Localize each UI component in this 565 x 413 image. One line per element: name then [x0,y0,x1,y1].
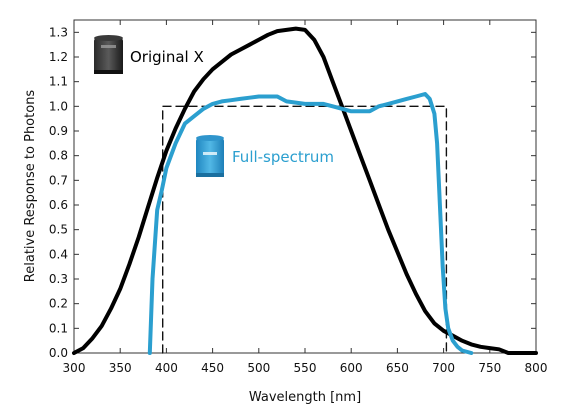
y-tick-label: 0.9 [49,124,68,138]
y-tick-label: 0.6 [49,198,68,212]
x-tick-label: 450 [201,361,224,375]
series-line-original-x [72,26,538,355]
plot-frame [73,19,537,354]
y-tick-label: 1.0 [49,99,68,113]
x-tick-label: 500 [247,361,270,375]
x-tick-label: 600 [340,361,363,375]
y-tick-label: 0.4 [49,247,68,261]
y-tick-label: 0.1 [49,321,68,335]
x-tick-label: 650 [386,361,409,375]
x-tick-label: 400 [155,361,178,375]
y-tick-label: 0.8 [49,149,68,163]
y-tick-label: 1.1 [49,75,68,89]
x-axis: 300 350 400 450 500 550 600 650 700 750 800 [63,20,548,375]
dashed-band-outline [162,105,448,354]
black-sensor-icon [94,35,123,74]
y-tick-label: 0.5 [49,223,68,237]
x-tick-label: 300 [63,361,86,375]
y-tick-label: 1.3 [49,25,68,39]
series-label-full-spectrum: Full-spectrum [232,148,334,166]
x-tick-label: 550 [294,361,317,375]
y-axis-title: Relative Response to Photons [23,90,38,283]
y-tick-label: 0.7 [49,173,68,187]
x-tick-label: 700 [432,361,455,375]
y-tick-label: 0.2 [49,297,68,311]
series-lines [72,26,538,355]
x-tick-label: 750 [478,361,501,375]
y-tick-label: 1.2 [49,50,68,64]
y-axis: 0.0 0.1 0.2 0.3 0.4 0.5 0.6 0.7 0.8 0.9 1.0 1.1 1.2 1… [49,25,536,360]
x-tick-label: 350 [109,361,132,375]
x-tick-label: 800 [525,361,548,375]
y-tick-label: 0.3 [49,272,68,286]
series-label-original-x: Original X [130,48,204,66]
blue-sensor-icon [196,135,224,177]
y-tick-label: 0.0 [49,346,68,360]
series-line-full-spectrum [147,92,474,355]
x-axis-title: Wavelength [nm] [249,390,361,405]
